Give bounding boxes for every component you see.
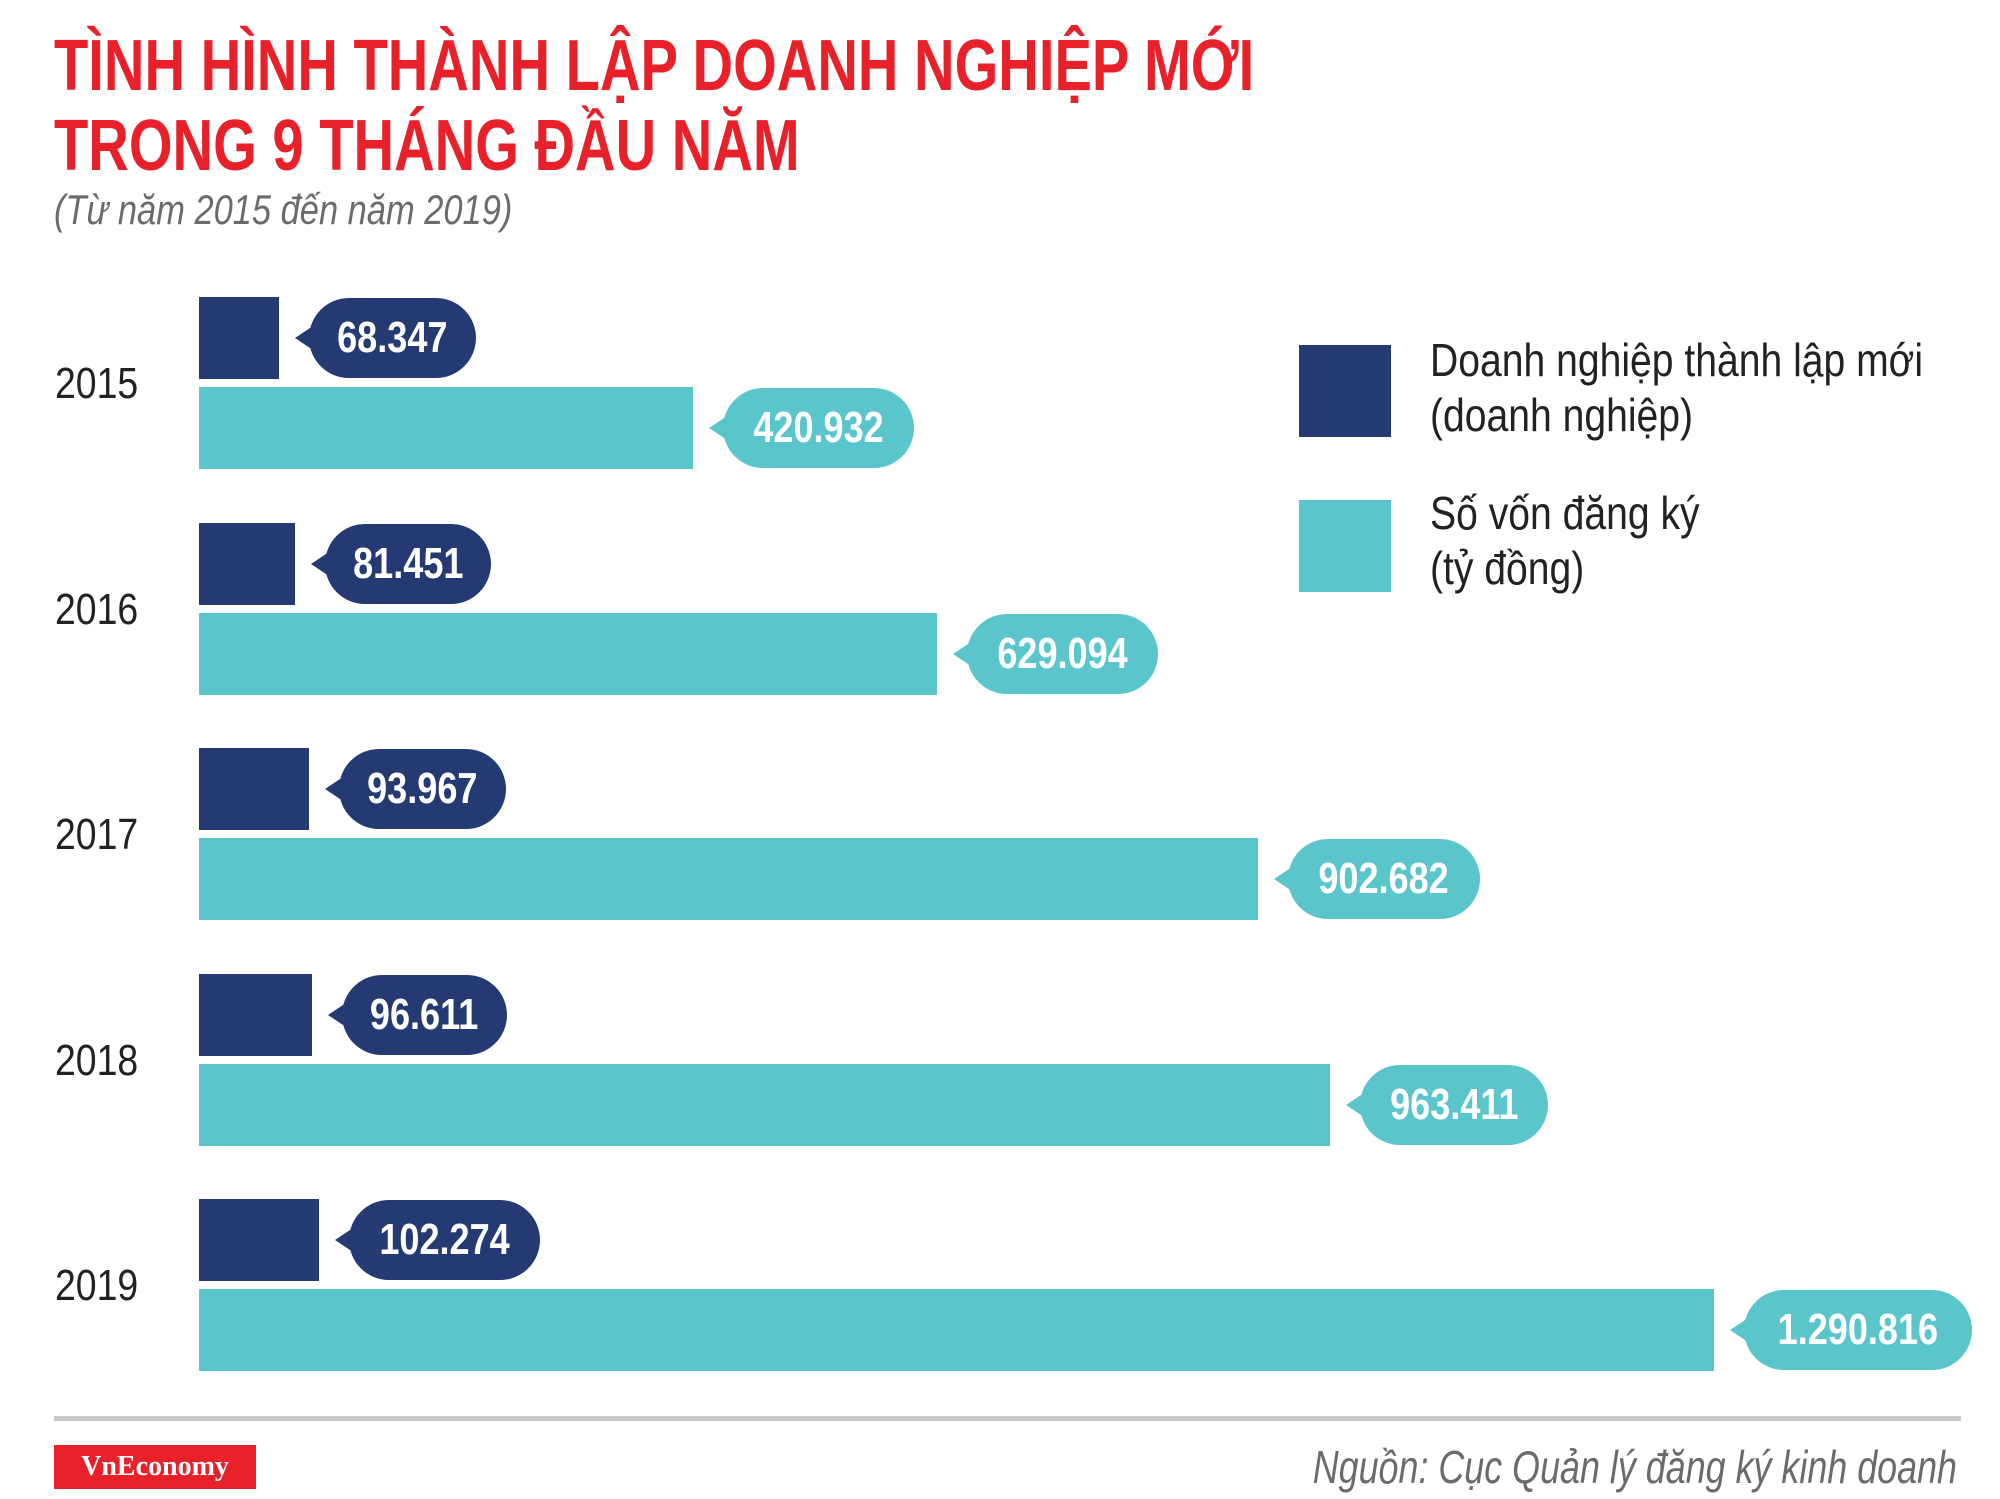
data-label-text: 1.290.816 xyxy=(1777,1305,1939,1355)
footer-divider xyxy=(54,1416,1961,1421)
year-label: 2017 xyxy=(55,810,139,860)
legend-label-line2: (tỷ đồng) xyxy=(1430,542,1585,594)
bar-enterprises xyxy=(199,1199,319,1282)
year-label: 2015 xyxy=(55,359,139,408)
chart-title-line2: TRONG 9 THÁNG ĐẦU NĂM xyxy=(54,106,800,186)
chart-title-line1: TÌNH HÌNH THÀNH LẬP DOANH NGHIỆP MỚI xyxy=(54,26,1255,106)
data-label-enterprises: 93.967 xyxy=(325,749,506,830)
data-label-capital: 629.094 xyxy=(953,613,1159,694)
bar-enterprises xyxy=(199,297,280,379)
legend-label-line2: (doanh nghiệp) xyxy=(1430,389,1694,441)
data-label-text: 963.411 xyxy=(1389,1079,1519,1129)
data-label-capital: 963.411 xyxy=(1345,1064,1549,1145)
data-label-capital: 1.290.816 xyxy=(1730,1290,1972,1371)
bar-enterprises xyxy=(199,748,310,831)
legend-label-line1: Số vốn đăng ký xyxy=(1430,487,1700,539)
bar-capital xyxy=(199,838,1259,921)
vneconomy-logo: VnEconomy xyxy=(54,1445,256,1489)
legend-label-capital: Số vốn đăng ký (tỷ đồng) xyxy=(1430,486,1700,596)
data-label-text: 902.682 xyxy=(1318,854,1450,904)
bar-enterprises xyxy=(199,522,295,605)
source-note: Nguồn: Cục Quản lý đăng ký kinh doanh xyxy=(1312,1441,1957,1493)
data-label-enterprises: 81.451 xyxy=(310,523,492,604)
bar-capital xyxy=(199,1289,1714,1372)
data-label-text: 81.451 xyxy=(352,538,464,588)
year-label: 2016 xyxy=(55,584,139,634)
data-label-text: 629.094 xyxy=(997,628,1129,678)
data-label-text: 102.274 xyxy=(379,1215,510,1265)
data-label-capital: 420.932 xyxy=(709,388,915,468)
data-label-text: 68.347 xyxy=(337,313,448,362)
bar-capital xyxy=(199,612,938,695)
data-label-text: 420.932 xyxy=(753,403,884,452)
legend-swatch-enterprises xyxy=(1299,345,1391,437)
legend-label-line1: Doanh nghiệp thành lập mới xyxy=(1430,334,1924,386)
data-label-capital: 902.682 xyxy=(1274,839,1480,920)
data-label-text: 96.611 xyxy=(370,989,479,1039)
data-label-enterprises: 96.611 xyxy=(328,974,507,1055)
data-label-text: 93.967 xyxy=(367,764,478,814)
bar-capital xyxy=(199,387,694,469)
bar-capital xyxy=(199,1063,1330,1146)
legend-label-enterprises: Doanh nghiệp thành lập mới (doanh nghiệp… xyxy=(1430,333,1923,443)
data-label-enterprises: 102.274 xyxy=(334,1200,541,1281)
bar-chart: 2015 68.347 420.932 2016 81.451 629.094 2017 93… xyxy=(55,297,1972,1372)
chart-subtitle: (Từ năm 2015 đến năm 2019) xyxy=(54,186,513,233)
bar-enterprises xyxy=(199,973,313,1056)
year-label: 2018 xyxy=(55,1035,139,1085)
legend-swatch-capital xyxy=(1299,500,1391,592)
year-label: 2019 xyxy=(55,1261,139,1311)
data-label-enterprises: 68.347 xyxy=(295,298,476,378)
